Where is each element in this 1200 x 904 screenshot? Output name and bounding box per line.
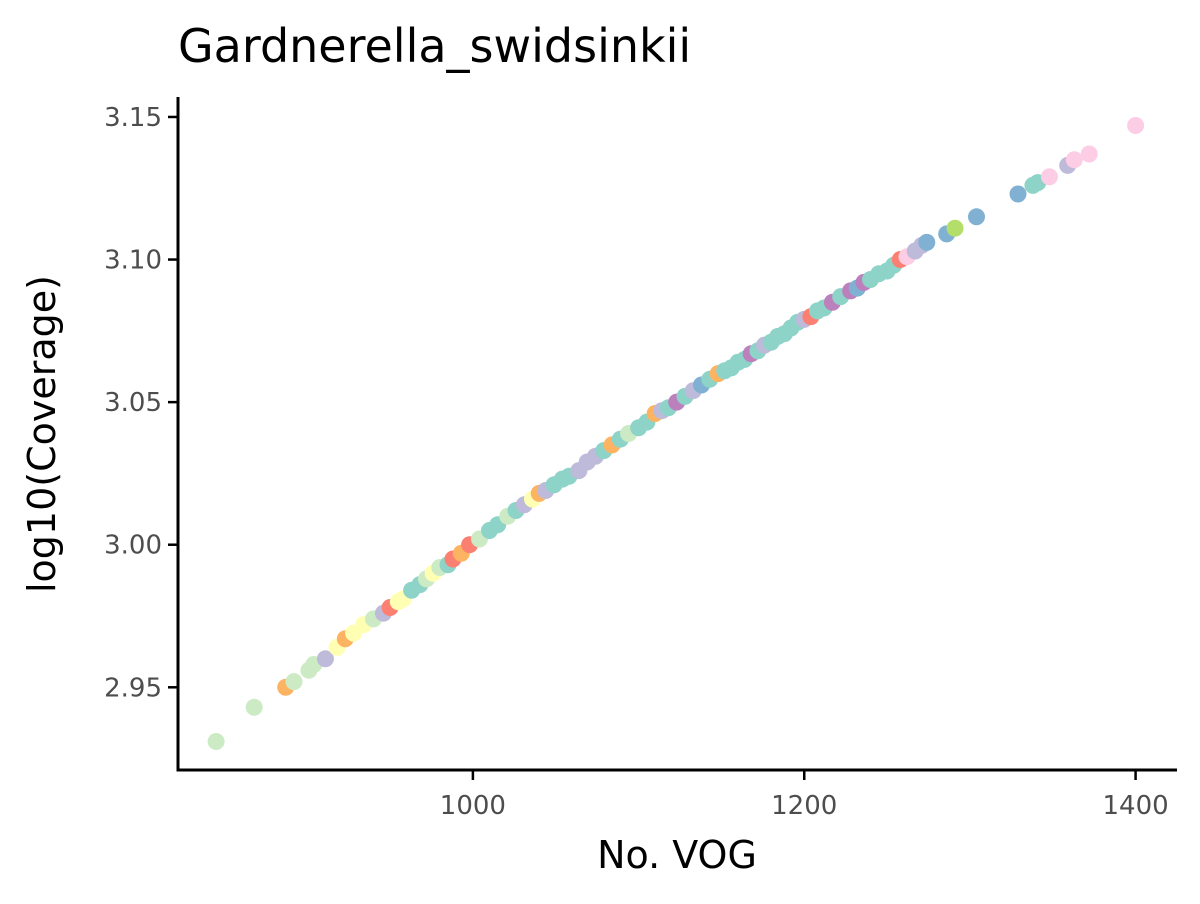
y-tick-label: 2.95 [104, 673, 162, 703]
y-tick-label: 3.00 [104, 531, 162, 561]
data-points [207, 117, 1145, 750]
x-tick-label: 1000 [440, 791, 506, 821]
x-tick-label: 1200 [771, 791, 837, 821]
data-point [316, 650, 334, 668]
x-tick-label: 1400 [1102, 791, 1168, 821]
data-point [946, 219, 964, 237]
chart-title: Gardnerella_swidsinkii [178, 19, 691, 73]
x-axis-ticks: 1000 1200 1400 [440, 770, 1169, 821]
data-point [1127, 117, 1145, 134]
data-point [918, 233, 936, 251]
data-point [1040, 168, 1058, 186]
data-point [968, 208, 985, 226]
y-axis-ticks: 2.95 3.00 3.05 3.10 3.15 [104, 103, 178, 703]
data-point [207, 733, 225, 750]
data-point [285, 673, 303, 691]
data-point [245, 698, 263, 716]
data-point [1080, 145, 1098, 163]
y-tick-label: 3.15 [104, 103, 162, 133]
x-axis-title: No. VOG [597, 833, 757, 877]
y-tick-label: 3.10 [104, 246, 162, 276]
data-point [1009, 185, 1027, 203]
y-tick-label: 3.05 [104, 388, 162, 418]
y-axis-title: log10(Coverage) [20, 275, 64, 593]
data-point [1065, 151, 1083, 169]
